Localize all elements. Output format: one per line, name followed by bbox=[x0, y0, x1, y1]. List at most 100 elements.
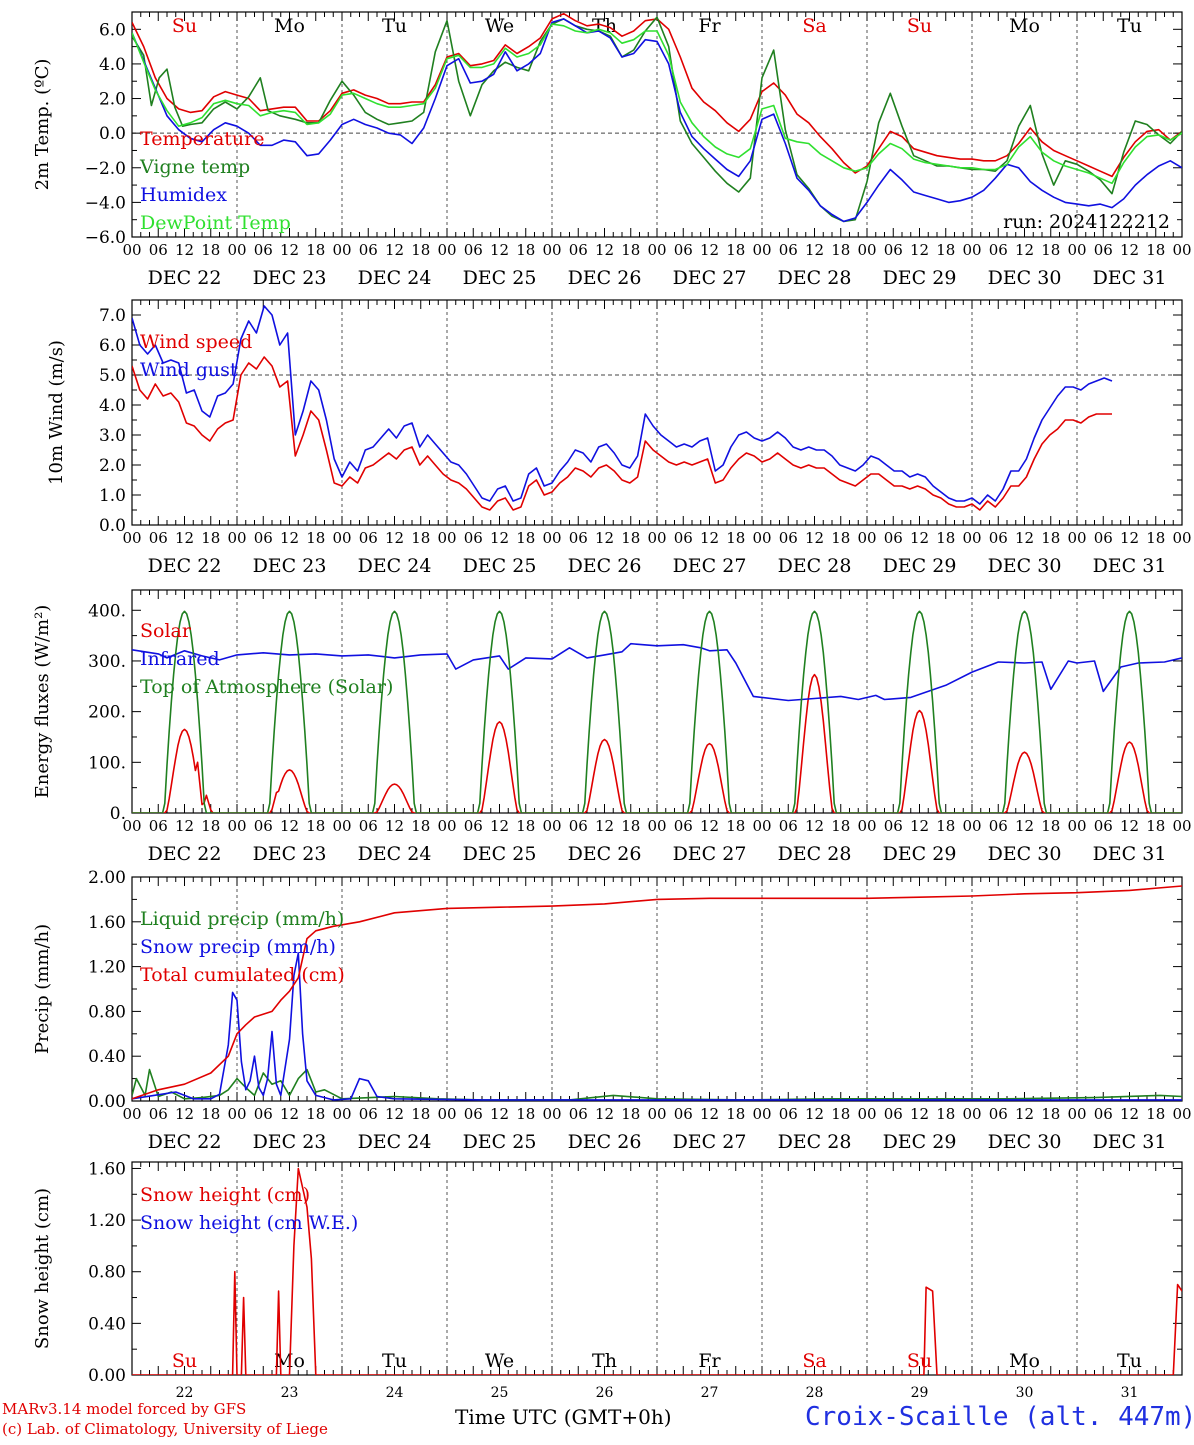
y-tick-label: 0.40 bbox=[88, 1047, 126, 1067]
x-hour-label: 12 bbox=[805, 529, 824, 547]
x-hour-label: 06 bbox=[779, 1105, 798, 1123]
x-hour-label: 12 bbox=[595, 529, 614, 547]
x-hour-label: 06 bbox=[464, 1105, 483, 1123]
y-axis-label: Precip (mm/h) bbox=[32, 924, 53, 1054]
x-hour-label: 12 bbox=[385, 1105, 404, 1123]
x-day-number: 27 bbox=[701, 1385, 719, 1401]
x-hour-label: 00 bbox=[437, 241, 456, 259]
weekday-label: Su bbox=[907, 1350, 932, 1372]
x-hour-label: 00 bbox=[332, 817, 351, 835]
x-hour-label: 00 bbox=[857, 817, 876, 835]
legend-entry: Total cumulated (cm) bbox=[140, 964, 345, 986]
x-hour-label: 18 bbox=[936, 817, 955, 835]
x-hour-label: 12 bbox=[1120, 1105, 1139, 1123]
x-date-label: DEC 26 bbox=[568, 555, 642, 577]
x-hour-label: 18 bbox=[726, 1105, 745, 1123]
legend-entry: Temperature bbox=[140, 128, 264, 150]
x-hour-label: 00 bbox=[1067, 817, 1086, 835]
legend-entry: Snow height (cm W.E.) bbox=[140, 1212, 358, 1234]
x-hour-label: 00 bbox=[857, 1105, 876, 1123]
legend-entry: Liquid precip (mm/h) bbox=[140, 908, 344, 930]
series-line bbox=[132, 673, 1182, 813]
x-date-label: DEC 22 bbox=[148, 555, 222, 577]
weekday-label: Sa bbox=[802, 1350, 826, 1372]
x-hour-label: 00 bbox=[332, 241, 351, 259]
x-hour-label: 00 bbox=[227, 529, 246, 547]
x-date-label: DEC 27 bbox=[673, 267, 747, 289]
x-hour-label: 06 bbox=[254, 241, 273, 259]
series-group bbox=[132, 1167, 1182, 1375]
x-hour-label: 00 bbox=[227, 1105, 246, 1123]
x-day-number: 24 bbox=[386, 1385, 404, 1401]
x-hour-label: 12 bbox=[385, 817, 404, 835]
y-tick-label: 7.0 bbox=[99, 306, 126, 326]
x-hour-label: 12 bbox=[595, 241, 614, 259]
legend-entry: Snow height (cm) bbox=[140, 1184, 310, 1206]
x-date-label: DEC 24 bbox=[358, 843, 432, 865]
x-hour-label: 12 bbox=[595, 1105, 614, 1123]
plot-frame bbox=[131, 589, 1183, 814]
x-day-number: 30 bbox=[1016, 1385, 1034, 1401]
x-hour-label: 18 bbox=[516, 817, 535, 835]
x-hour-label: 18 bbox=[1146, 1105, 1165, 1123]
x-date-label: DEC 26 bbox=[568, 843, 642, 865]
x-hour-label: 12 bbox=[490, 1105, 509, 1123]
run-label: run: 2024122212 bbox=[1003, 211, 1170, 233]
panel-1: 6.0 4.0 2.0 0.0 −2.0 −4.0 −6.0 2m Temp. (ºC) 00 0… bbox=[32, 11, 1192, 289]
x-hour-label: 06 bbox=[989, 241, 1008, 259]
x-hour-label: 00 bbox=[962, 1105, 981, 1123]
series-line bbox=[132, 1167, 1182, 1375]
series-line bbox=[132, 952, 1182, 1101]
panel-3: 400. 300. 200. 100. 0. Energy fluxes (W/m²) 00… bbox=[32, 589, 1192, 865]
x-hour-label: 00 bbox=[962, 817, 981, 835]
x-hour-label: 18 bbox=[306, 241, 325, 259]
x-hour-label: 12 bbox=[175, 1105, 194, 1123]
x-hour-label: 06 bbox=[569, 241, 588, 259]
x-hour-label: 06 bbox=[674, 241, 693, 259]
x-hour-label: 18 bbox=[306, 817, 325, 835]
y-tick-label: 0.40 bbox=[88, 1314, 126, 1334]
x-hour-label: 12 bbox=[910, 1105, 929, 1123]
x-hour-label: 06 bbox=[1094, 817, 1113, 835]
y-tick-label: 4.0 bbox=[99, 55, 126, 75]
series-line bbox=[132, 885, 1182, 1100]
x-hour-label: 06 bbox=[989, 1105, 1008, 1123]
weekday-label: Sa bbox=[802, 15, 826, 37]
x-hour-label: 18 bbox=[1146, 241, 1165, 259]
x-hour-label: 12 bbox=[280, 241, 299, 259]
x-hour-label: 06 bbox=[1094, 529, 1113, 547]
x-hour-label: 00 bbox=[122, 529, 141, 547]
x-hour-label: 18 bbox=[201, 1105, 220, 1123]
series-line bbox=[132, 610, 1182, 813]
series-line bbox=[132, 23, 1182, 185]
x-hour-label: 18 bbox=[306, 529, 325, 547]
x-day-number: 22 bbox=[176, 1385, 194, 1401]
x-hour-label: 12 bbox=[910, 529, 929, 547]
x-hour-label: 00 bbox=[122, 1105, 141, 1123]
y-tick-label: −2.0 bbox=[85, 159, 126, 179]
legend-entry: Wind gust bbox=[140, 359, 238, 381]
x-hour-label: 12 bbox=[175, 529, 194, 547]
legend-entry: Infrared bbox=[140, 648, 220, 670]
weekday-label: Tu bbox=[1117, 1350, 1142, 1372]
x-hour-label: 00 bbox=[1067, 1105, 1086, 1123]
y-tick-label: 3.0 bbox=[99, 426, 126, 446]
y-tick-label: 100. bbox=[88, 753, 126, 773]
x-hour-label: 12 bbox=[805, 241, 824, 259]
x-hour-label: 18 bbox=[831, 241, 850, 259]
x-hour-label: 00 bbox=[542, 241, 561, 259]
y-tick-label: 6.0 bbox=[99, 20, 126, 40]
y-tick-label: 2.0 bbox=[99, 456, 126, 476]
panel-2: 7.0 6.0 5.0 4.0 3.0 2.0 1.0 0.0 10m Wind (m/s) 00… bbox=[46, 299, 1192, 577]
x-hour-label: 12 bbox=[1120, 817, 1139, 835]
x-date-label: DEC 30 bbox=[988, 843, 1062, 865]
x-hour-label: 18 bbox=[411, 1105, 430, 1123]
x-hour-label: 12 bbox=[280, 1105, 299, 1123]
x-hour-label: 00 bbox=[227, 241, 246, 259]
x-date-label: DEC 26 bbox=[568, 1131, 642, 1153]
x-hour-label: 00 bbox=[647, 241, 666, 259]
y-tick-label: 0.80 bbox=[88, 1263, 126, 1283]
weekday-label: Mo bbox=[1009, 1350, 1040, 1372]
x-hour-label: 06 bbox=[779, 241, 798, 259]
